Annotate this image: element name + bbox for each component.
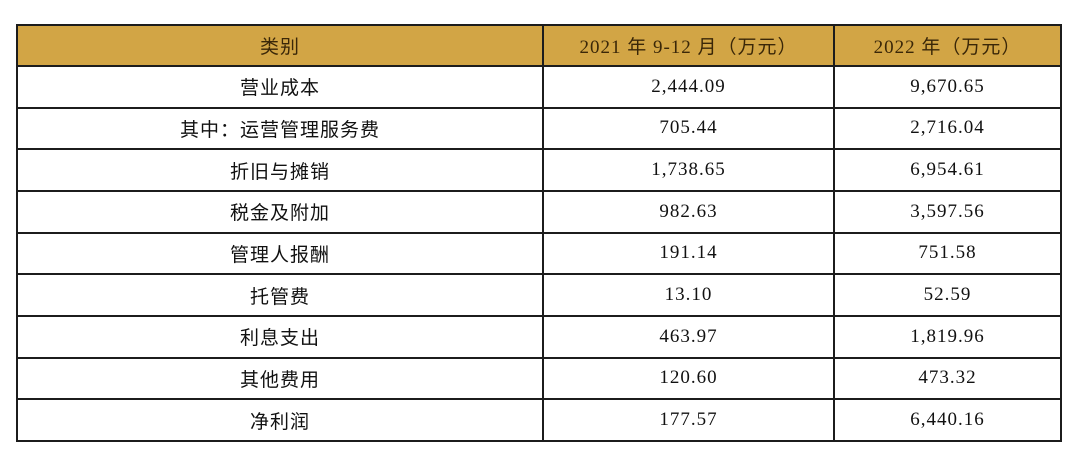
value-2022: 6,440.16 [833,398,1062,442]
value-2022: 473.32 [833,356,1062,401]
table-row: 托管费 13.10 52.59 [16,273,1062,317]
value-2022: 52.59 [833,273,1062,317]
row-label: 其他费用 [16,356,544,401]
header-category: 类别 [16,24,544,67]
financial-table: 类别 2021 年 9-12 月（万元） 2022 年（万元） 营业成本 2,4… [16,24,1062,442]
table-header-row: 类别 2021 年 9-12 月（万元） 2022 年（万元） [16,24,1062,67]
value-2022: 1,819.96 [833,314,1062,359]
value-2022: 6,954.61 [833,148,1062,192]
row-label: 其中：运营管理服务费 [16,106,544,151]
value-2021: 1,738.65 [542,148,835,192]
value-2021: 177.57 [542,398,835,442]
table-row: 其中：运营管理服务费 705.44 2,716.04 [16,106,1062,151]
value-2021: 120.60 [542,356,835,401]
row-label: 税金及附加 [16,189,544,234]
value-2022: 2,716.04 [833,106,1062,151]
value-2021: 463.97 [542,314,835,359]
row-label: 管理人报酬 [16,231,544,276]
header-period-2022: 2022 年（万元） [833,24,1062,67]
value-2022: 9,670.65 [833,65,1062,109]
table-row: 营业成本 2,444.09 9,670.65 [16,65,1062,109]
table-row: 管理人报酬 191.14 751.58 [16,231,1062,276]
value-2021: 13.10 [542,273,835,317]
row-label: 净利润 [16,398,544,442]
table-row: 净利润 177.57 6,440.16 [16,398,1062,442]
row-label: 折旧与摊销 [16,148,544,192]
value-2022: 751.58 [833,231,1062,276]
value-2021: 705.44 [542,106,835,151]
value-2022: 3,597.56 [833,189,1062,234]
table-row: 折旧与摊销 1,738.65 6,954.61 [16,148,1062,192]
header-period-2021: 2021 年 9-12 月（万元） [542,24,835,67]
value-2021: 191.14 [542,231,835,276]
value-2021: 982.63 [542,189,835,234]
row-label: 利息支出 [16,314,544,359]
table-row: 利息支出 463.97 1,819.96 [16,314,1062,359]
table-row: 税金及附加 982.63 3,597.56 [16,189,1062,234]
table-row: 其他费用 120.60 473.32 [16,356,1062,401]
value-2021: 2,444.09 [542,65,835,109]
row-label: 营业成本 [16,65,544,109]
row-label: 托管费 [16,273,544,317]
